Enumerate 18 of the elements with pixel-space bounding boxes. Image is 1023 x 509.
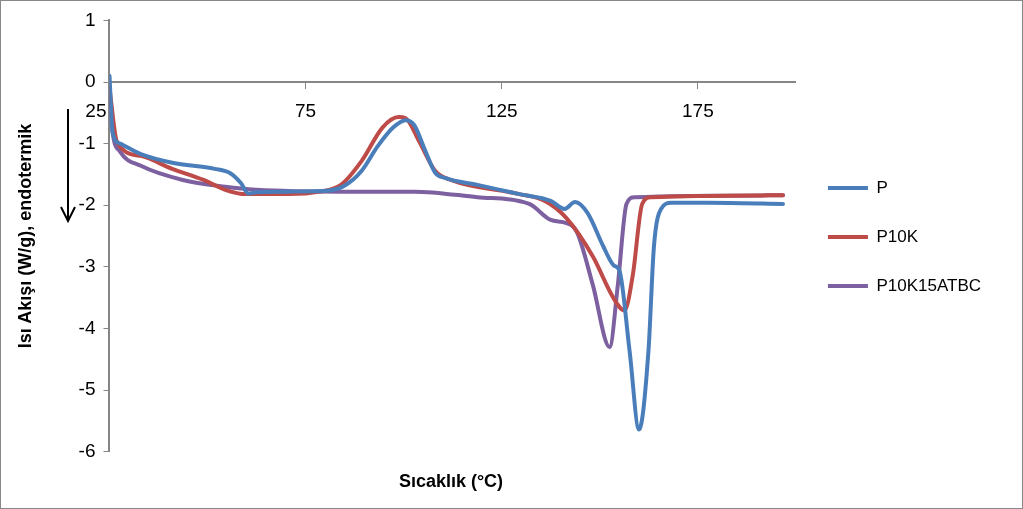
- legend-label: P: [876, 177, 888, 197]
- y-tick-label: -3: [78, 255, 96, 277]
- y-tick-label: -6: [78, 439, 96, 461]
- x-tick-label: 25: [85, 99, 107, 121]
- x-tick-label: 175: [682, 99, 714, 121]
- y-tick-label: -4: [78, 316, 96, 338]
- y-axis-title: Isı Akışı (W/g), endotermik: [14, 122, 35, 349]
- x-axis-title: Sıcaklık (°C): [397, 471, 505, 492]
- y-tick-label: -1: [78, 131, 96, 153]
- x-tick-label: 125: [485, 99, 518, 121]
- y-tick-label: -5: [78, 378, 96, 400]
- y-tick-label: 1: [84, 8, 96, 30]
- y-tick-label: -2: [78, 193, 96, 215]
- x-tick-label: 75: [295, 99, 317, 121]
- legend-label: P10K: [876, 226, 919, 246]
- legend-label: P10K15ATBC: [876, 275, 981, 295]
- y-tick-label: 0: [84, 70, 96, 92]
- line-series: [109, 73, 785, 432]
